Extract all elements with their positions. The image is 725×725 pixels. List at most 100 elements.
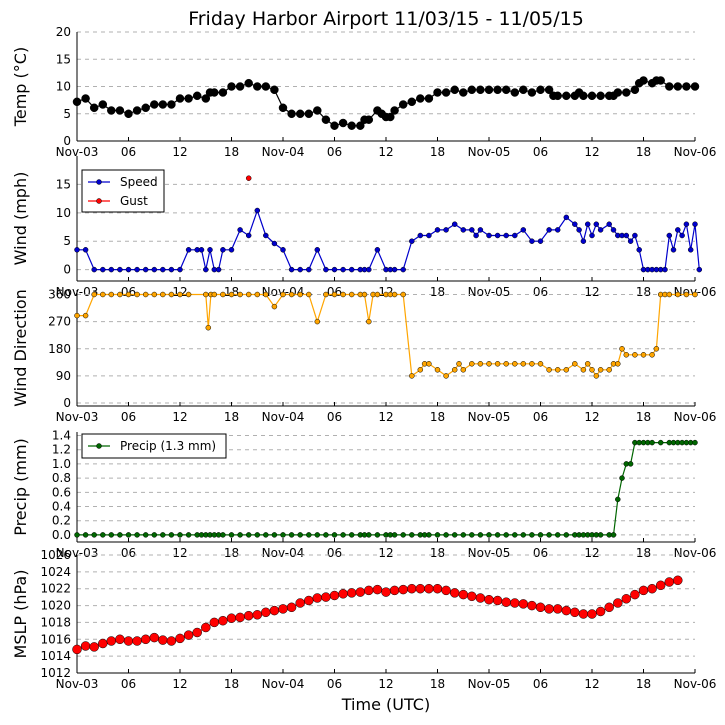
mslp-data-point [475,593,486,603]
dir-data-point [563,367,570,373]
wind-data-point [666,232,673,239]
mslp-data-point [432,583,443,594]
wind-data-point [520,227,527,233]
mslp-data-point [510,598,520,608]
temp-data-point [493,85,502,95]
wind-data-point [417,232,424,239]
precip-data-point [434,532,441,538]
mslp-data-point [527,600,537,611]
mslp-data-point [647,583,657,594]
y-tick-label: 15 [56,52,71,66]
wind-data-point [679,232,685,239]
mslp-data-point [304,595,314,606]
y-tick-label: 20 [56,25,71,39]
temp-data-point [390,106,399,115]
wind-data-point [125,266,132,273]
dir-data-point [245,291,252,298]
precip-data-point [134,532,140,538]
x-tick-label: 12 [172,410,187,424]
wind-data-point [636,247,642,253]
dir-data-point [348,291,355,298]
dir-data-point [117,291,123,298]
dir-data-point [606,367,612,373]
mslp-data-point [544,604,554,614]
precip-data-point [100,532,106,538]
dir-data-point [323,291,329,298]
dir-data-point [593,373,600,379]
temp-data-point [484,85,494,95]
temp-data-point [527,88,537,97]
temp-data-point [141,103,150,113]
wind-data-point [245,232,252,239]
wind-data-point [529,238,535,244]
dir-data-point [451,367,458,373]
x-tick-label: 12 [584,410,599,424]
mslp-data-point [166,636,177,646]
wind-data-point [670,247,677,253]
temp-data-point [613,88,623,97]
precip-data-point [409,532,415,538]
temp-data-point [210,88,219,97]
wind-data-point [580,238,587,244]
dir-data-point [177,291,183,298]
wind-data-point [271,240,278,247]
temp-data-point [98,100,108,109]
dir-data-point [653,346,660,352]
temp-data-point [639,76,648,85]
precip-data-point [520,532,527,538]
mslp-data-point [183,630,194,640]
mslp-data-point [673,575,683,586]
x-tick-label: Nov-05 [468,285,511,299]
precip-data-point [151,532,158,538]
precip-data-point [615,496,621,503]
wind-data-point [331,266,338,273]
precip-data-point [237,532,243,538]
dir-data-point [597,367,604,373]
dir-data-point [417,367,424,373]
precip-data-point [228,532,235,538]
mslp-data-point [243,610,254,621]
precip-data-point [469,532,475,538]
precip-data-point [546,532,552,538]
y-tick-label: 1018 [40,615,71,629]
wind-data-point [142,266,149,273]
wind-data-point [576,227,582,233]
temp-data-point [510,88,520,97]
y-tick-label: 0 [63,134,71,148]
precip-data-point [288,532,295,538]
mslp-data-point [518,599,529,609]
wind-data-point [494,232,501,239]
dir-data-point [546,367,552,373]
wind-data-point [134,266,140,273]
mslp-data-point [158,635,168,645]
dir-data-point [623,352,630,358]
precip-data-point [366,532,372,538]
mslp-data-point [235,612,245,623]
x-tick-label: 12 [378,677,393,691]
mslp-data-point [552,604,563,614]
dir-data-point [649,352,655,358]
temp-data-point [167,100,176,109]
mslp-data-point [570,607,580,618]
temp-data-point [450,85,459,95]
wind-data-point [675,227,681,233]
dir-data-point [503,361,509,367]
temp-data-point [107,106,116,115]
temp-data-point [386,112,395,122]
dir-data-point [460,367,467,373]
temp-data-point [81,94,90,103]
mslp-data-point [595,606,606,617]
precip-data-point [280,532,286,538]
dir-data-point [205,324,212,331]
temp-data-point [587,91,597,101]
wind-series-line [77,208,700,271]
y-tick-label: 10 [56,80,71,94]
dir-data-point [151,291,158,298]
wind-data-point [589,232,595,239]
wind-data-point [554,227,561,233]
y-axis-label: Wind (mph) [11,172,30,266]
precip-data-point [374,532,381,538]
legend-swatch-marker [96,179,102,185]
wind-data-point [280,247,286,253]
